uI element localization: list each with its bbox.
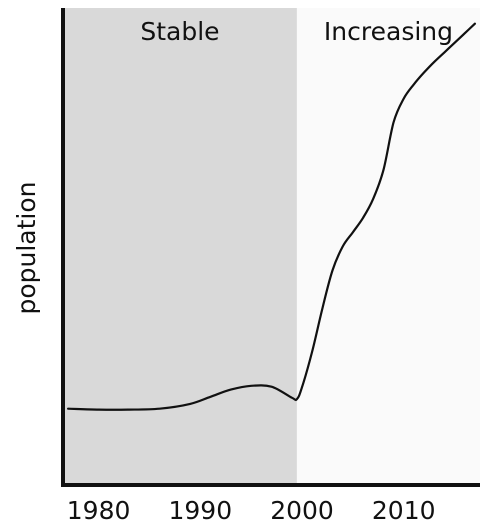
region-label-stable: Stable <box>140 17 219 46</box>
region-increasing <box>296 8 480 485</box>
x-tick-label: 2010 <box>372 496 436 525</box>
region-stable <box>63 8 297 485</box>
population-series-line <box>67 22 476 411</box>
region-backgrounds <box>63 8 480 485</box>
y-axis-label: population <box>12 181 41 314</box>
series-layer <box>67 22 476 411</box>
region-label-increasing: Increasing <box>324 17 453 46</box>
x-tick-label: 1990 <box>168 496 232 525</box>
x-tick-labels: 1980 1990 2000 2010 <box>67 496 436 525</box>
x-tick-label: 2000 <box>270 496 334 525</box>
x-tick-label: 1980 <box>67 496 131 525</box>
region-labels: Stable Increasing <box>140 17 453 46</box>
